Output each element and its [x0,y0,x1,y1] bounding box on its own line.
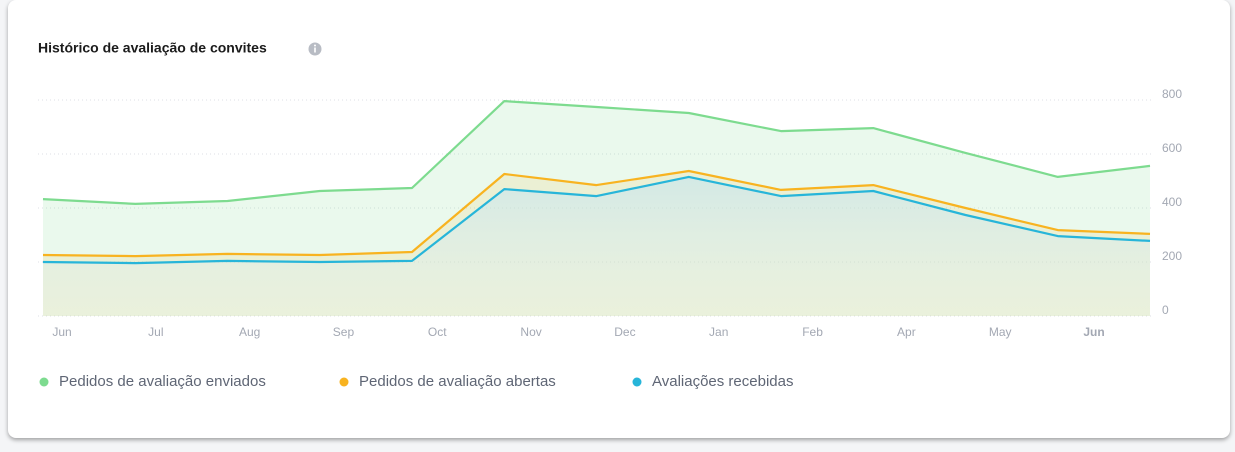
series-line [42,169,1151,258]
x-tick-label: Sep [333,325,355,339]
y-tick-label: 0 [1162,303,1169,317]
info-icon-dot [314,44,316,47]
x-tick-label: Aug [239,325,260,339]
y-tick-label: 600 [1162,141,1182,155]
series-line [42,100,1151,205]
x-tick-label: Nov [520,325,541,339]
series-line [42,175,1151,265]
x-tick-label: Jun [52,325,71,339]
legend-marker [632,377,642,387]
y-tick-label: 400 [1162,195,1182,209]
x-tick-label: May [989,325,1012,339]
legend-label: Avaliações recebidas [652,373,793,390]
x-tick-label: Jul [148,325,163,339]
x-tick-label: Feb [802,325,823,339]
info-icon-stem [314,47,316,53]
x-tick-label: Oct [428,325,447,339]
legend-label: Pedidos de avaliação abertas [359,373,556,390]
chart-title: Histórico de avaliação de convites [38,40,267,56]
legend-label: Pedidos de avaliação enviados [59,373,266,390]
x-tick-label: Jan [709,325,728,339]
y-tick-label: 200 [1162,249,1182,263]
series-area [43,176,1150,316]
legend-marker [339,377,349,387]
x-tick-label: Dec [614,325,635,339]
x-tick-label: Jun [1083,325,1104,339]
y-tick-label: 800 [1162,87,1182,101]
x-tick-label: Apr [897,325,916,339]
legend-marker [39,377,49,387]
